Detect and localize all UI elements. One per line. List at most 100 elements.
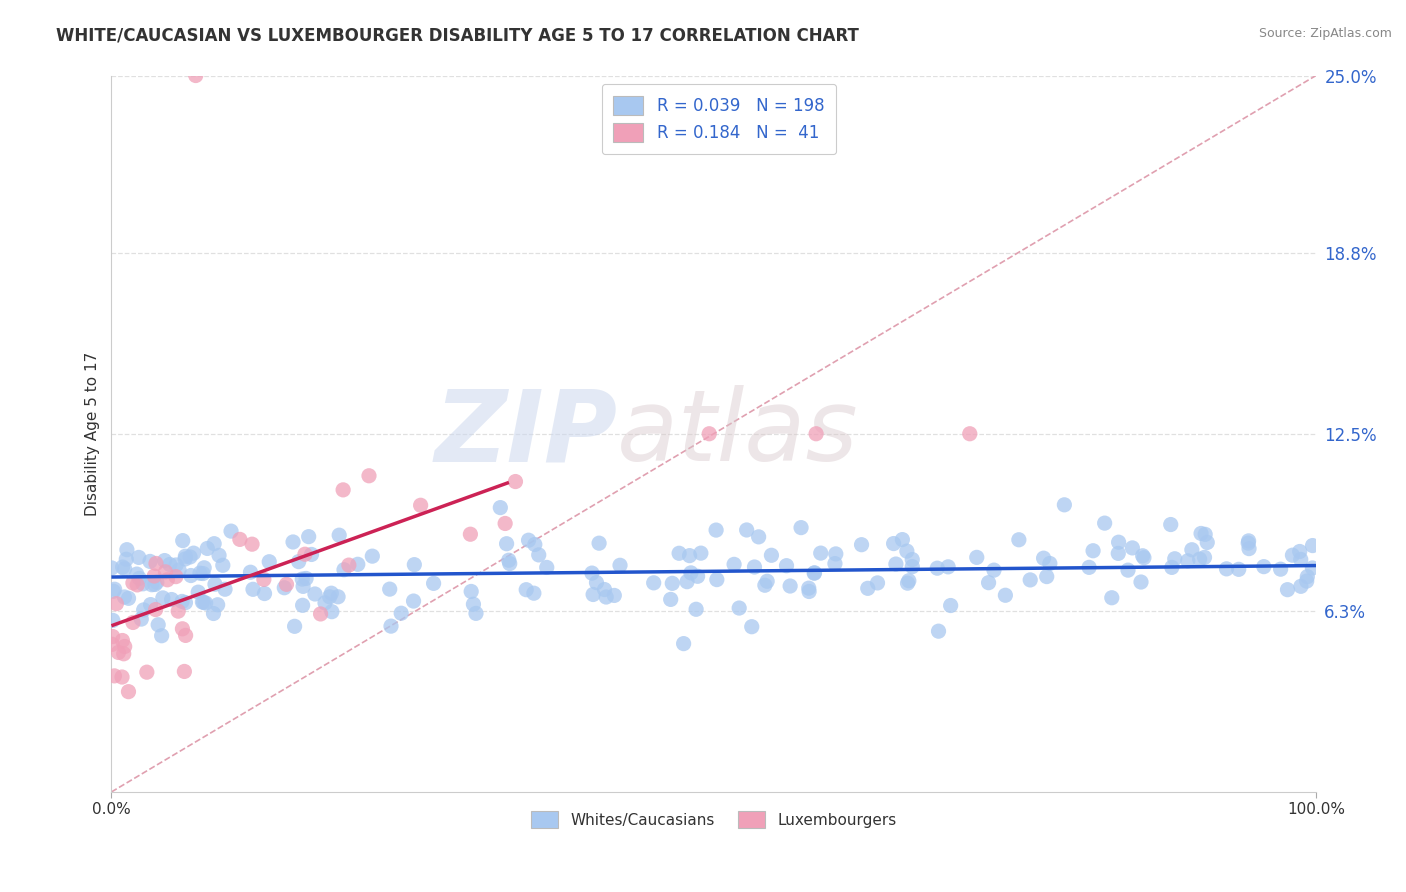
Point [1237,533,1260,548]
Point [689,546,711,560]
Point [208,549,231,563]
Point [1189,526,1212,541]
Point [697,426,720,441]
Text: atlas: atlas [617,385,859,483]
Point [321,605,343,619]
Point [1253,559,1275,574]
Point [1270,562,1292,576]
Point [103,669,125,683]
Point [321,586,343,600]
Point [179,549,201,564]
Point [1188,552,1211,566]
Point [494,516,516,531]
Point [536,560,558,574]
Point [174,596,197,610]
Point [1302,539,1324,553]
Point [884,557,907,571]
Point [309,607,332,621]
Point [1237,536,1260,550]
Point [240,537,263,551]
Point [111,670,134,684]
Point [515,582,537,597]
Point [295,571,318,585]
Point [326,590,349,604]
Point [143,577,166,591]
Point [1107,546,1129,560]
Point [1035,569,1057,583]
Point [741,620,763,634]
Point [489,500,512,515]
Point [797,581,820,595]
Point [1181,542,1204,557]
Point [523,537,546,551]
Point [595,590,617,604]
Point [1177,554,1199,568]
Point [803,566,825,580]
Point [167,563,190,577]
Point [1078,560,1101,574]
Point [183,546,205,560]
Point [292,579,315,593]
Point [229,533,252,547]
Point [1101,591,1123,605]
Point [150,629,173,643]
Point [994,588,1017,602]
Point [101,630,124,644]
Point [132,577,155,591]
Y-axis label: Disability Age 5 to 17: Disability Age 5 to 17 [86,351,100,516]
Point [744,560,766,574]
Point [152,591,174,605]
Point [1008,533,1031,547]
Point [748,530,770,544]
Point [195,541,218,556]
Point [257,555,280,569]
Point [242,582,264,597]
Point [728,601,751,615]
Point [1081,543,1104,558]
Point [112,647,135,661]
Point [276,577,298,591]
Point [328,528,350,542]
Point [174,628,197,642]
Point [191,566,214,581]
Point [1194,550,1216,565]
Point [588,536,610,550]
Point [146,575,169,590]
Point [101,637,124,651]
Point [661,576,683,591]
Point [790,521,813,535]
Point [797,584,820,599]
Point [114,562,136,576]
Legend: Whites/Caucasians, Luxembourgers: Whites/Caucasians, Luxembourgers [524,805,903,835]
Point [603,589,626,603]
Point [139,554,162,568]
Point [173,665,195,679]
Point [761,549,783,563]
Point [127,578,149,592]
Point [114,590,136,604]
Point [804,426,827,441]
Point [1164,551,1187,566]
Point [523,586,546,600]
Point [824,547,846,561]
Point [686,569,709,583]
Point [174,549,197,564]
Text: WHITE/CAUCASIAN VS LUXEMBOURGER DISABILITY AGE 5 TO 17 CORRELATION CHART: WHITE/CAUCASIAN VS LUXEMBOURGER DISABILI… [56,27,859,45]
Point [901,559,924,574]
Point [380,619,402,633]
Point [499,557,522,571]
Point [145,602,167,616]
Point [128,550,150,565]
Point [856,582,879,596]
Point [897,574,920,588]
Point [135,665,157,680]
Point [100,561,122,575]
Point [1277,582,1299,597]
Point [111,633,134,648]
Point [125,567,148,582]
Point [122,575,145,590]
Point [1039,557,1062,571]
Point [253,586,276,600]
Point [105,597,128,611]
Point [172,622,194,636]
